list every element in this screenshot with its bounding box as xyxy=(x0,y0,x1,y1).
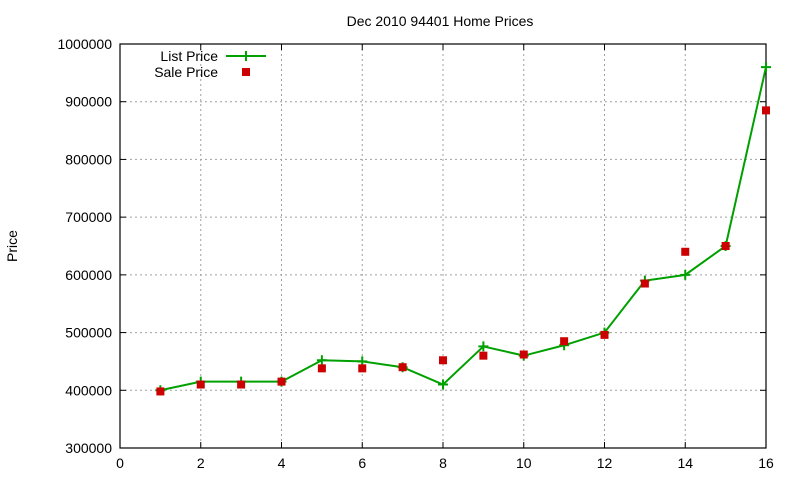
list-price-point xyxy=(761,62,771,73)
axis-ticks: 0 2 4 6 8 10 12 14 16 300000 400000 500000 600000 700… xyxy=(57,36,774,471)
x-tick-label: 2 xyxy=(197,455,205,471)
list-price-point xyxy=(680,269,691,280)
x-tick-label: 10 xyxy=(516,455,532,471)
sale-price-point xyxy=(762,106,770,115)
x-tick-label: 8 xyxy=(439,455,447,471)
sale-price-point xyxy=(156,387,165,396)
sale-price-point xyxy=(398,363,407,372)
list-price-point xyxy=(438,379,448,390)
plot-border xyxy=(119,43,767,449)
sale-price-point xyxy=(277,377,286,386)
x-tick-label: 4 xyxy=(278,455,286,471)
y-tick-label: 800000 xyxy=(65,151,112,167)
sale-price-point xyxy=(439,356,447,365)
legend-list-price-label: List Price xyxy=(160,48,218,64)
y-tick-label: 500000 xyxy=(65,325,112,341)
series-layer xyxy=(155,62,771,396)
sale-price-point xyxy=(317,364,326,373)
list-price-point xyxy=(316,355,327,366)
y-tick-label: 900000 xyxy=(65,94,112,110)
sale-price-point xyxy=(681,247,690,256)
sale-price-point xyxy=(560,337,569,346)
legend: List Price Sale Price xyxy=(154,48,266,80)
y-tick-label: 700000 xyxy=(65,209,112,225)
legend-sale-price-label: Sale Price xyxy=(154,64,218,80)
y-tick-label: 600000 xyxy=(65,267,112,283)
chart-title: Dec 2010 94401 Home Prices xyxy=(347,13,534,29)
sale-price-point xyxy=(479,351,488,360)
legend-square-icon xyxy=(242,68,250,76)
list-price-line xyxy=(160,66,767,392)
sale-price-point xyxy=(196,380,205,389)
sale-price-point xyxy=(237,380,246,389)
sale-price-point xyxy=(519,350,528,359)
legend-plus-icon xyxy=(241,51,251,61)
sale-price-point xyxy=(721,242,730,250)
sale-price-point xyxy=(358,364,367,373)
y-tick-label: 400000 xyxy=(65,382,112,398)
x-tick-label: 14 xyxy=(677,455,693,471)
y-tick-label: 300000 xyxy=(65,440,112,456)
y-tick-label: 1000000 xyxy=(57,36,112,52)
x-tick-label: 16 xyxy=(758,455,774,471)
x-tick-label: 6 xyxy=(358,455,366,471)
list-price-point xyxy=(478,341,489,352)
sale-price-point xyxy=(640,279,649,288)
sale-price-point xyxy=(600,330,609,339)
x-tick-label: 0 xyxy=(116,455,124,471)
x-tick-label: 12 xyxy=(597,455,613,471)
y-axis-label: Price xyxy=(4,230,20,262)
